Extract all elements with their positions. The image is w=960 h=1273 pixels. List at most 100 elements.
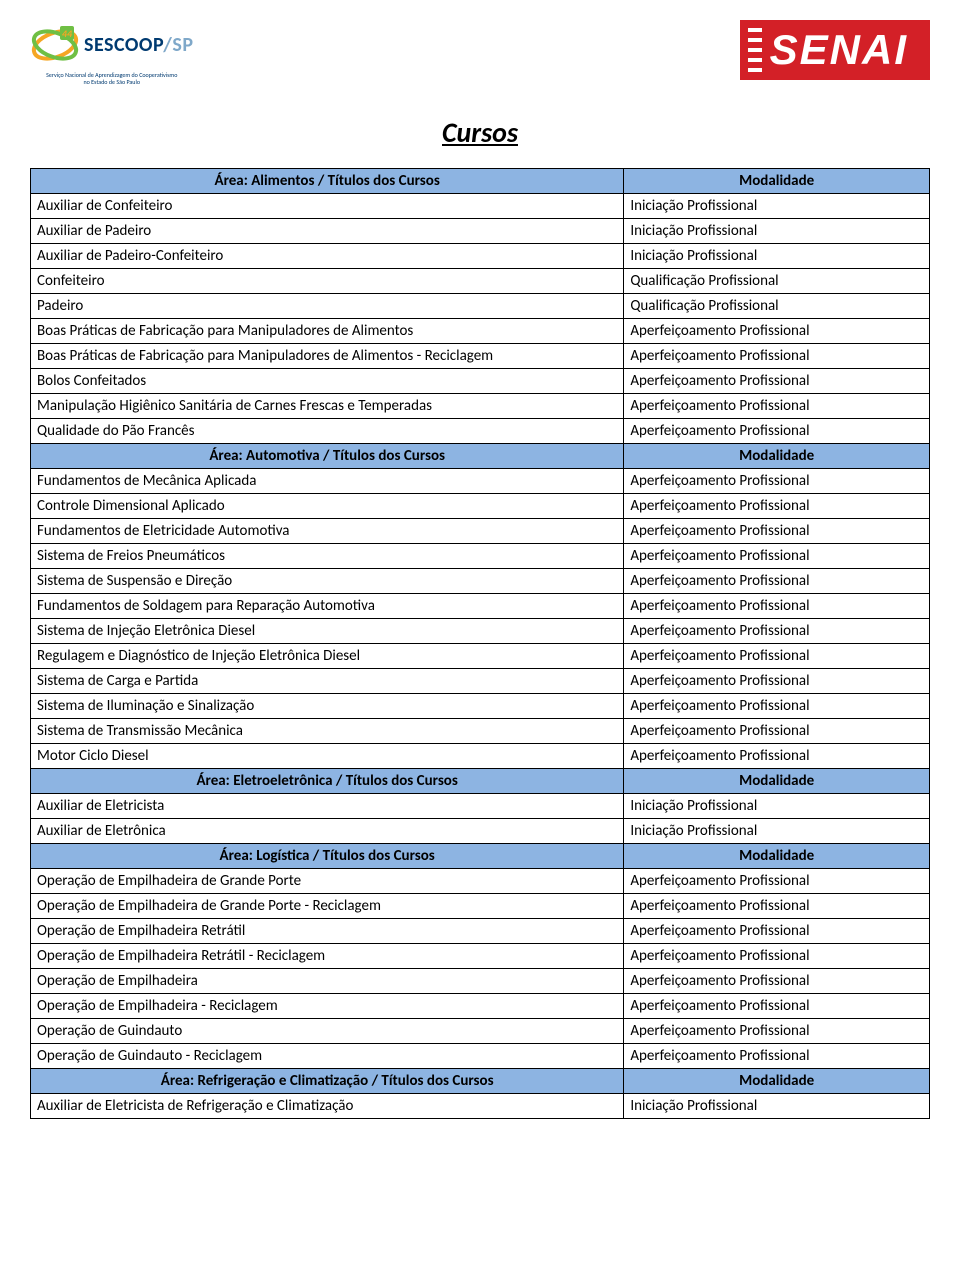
table-row: Operação de Empilhadeira RetrátilAperfei… — [31, 919, 930, 944]
course-name-cell: Operação de Empilhadeira - Reciclagem — [31, 994, 624, 1019]
course-modalidade-cell: Aperfeiçoamento Profissional — [624, 394, 930, 419]
course-modalidade-cell: Aperfeiçoamento Profissional — [624, 919, 930, 944]
section-header-row: Área: Alimentos / Títulos dos CursosModa… — [31, 169, 930, 194]
table-row: Auxiliar de Eletricista de Refrigeração … — [31, 1094, 930, 1119]
section-area-cell: Área: Automotiva / Títulos dos Cursos — [31, 444, 624, 469]
course-name-cell: Controle Dimensional Aplicado — [31, 494, 624, 519]
page-title: Cursos — [30, 115, 930, 150]
course-name-cell: Operação de Empilhadeira — [31, 969, 624, 994]
sescoop-tagline: Serviço Nacional de Aprendizagem do Coop… — [46, 72, 177, 85]
course-modalidade-cell: Aperfeiçoamento Profissional — [624, 644, 930, 669]
section-header-row: Área: Automotiva / Títulos dos CursosMod… — [31, 444, 930, 469]
course-modalidade-cell: Aperfeiçoamento Profissional — [624, 1019, 930, 1044]
table-row: Boas Práticas de Fabricação para Manipul… — [31, 344, 930, 369]
course-name-cell: Sistema de Freios Pneumáticos — [31, 544, 624, 569]
table-row: Bolos ConfeitadosAperfeiçoamento Profiss… — [31, 369, 930, 394]
course-name-cell: Sistema de Carga e Partida — [31, 669, 624, 694]
table-row: Controle Dimensional AplicadoAperfeiçoam… — [31, 494, 930, 519]
course-modalidade-cell: Aperfeiçoamento Profissional — [624, 669, 930, 694]
course-name-cell: Sistema de Transmissão Mecânica — [31, 719, 624, 744]
section-header-row: Área: Logística / Títulos dos CursosModa… — [31, 844, 930, 869]
course-name-cell: Auxiliar de Eletricista — [31, 794, 624, 819]
course-name-cell: Fundamentos de Mecânica Aplicada — [31, 469, 624, 494]
section-area-cell: Área: Alimentos / Títulos dos Cursos — [31, 169, 624, 194]
table-row: Auxiliar de ConfeiteiroIniciação Profiss… — [31, 194, 930, 219]
course-modalidade-cell: Aperfeiçoamento Profissional — [624, 719, 930, 744]
course-modalidade-cell: Aperfeiçoamento Profissional — [624, 519, 930, 544]
course-name-cell: Qualidade do Pão Francês — [31, 419, 624, 444]
table-row: Auxiliar de Padeiro-ConfeiteiroIniciação… — [31, 244, 930, 269]
course-modalidade-cell: Aperfeiçoamento Profissional — [624, 319, 930, 344]
table-row: Qualidade do Pão FrancêsAperfeiçoamento … — [31, 419, 930, 444]
course-modalidade-cell: Iniciação Profissional — [624, 794, 930, 819]
course-modalidade-cell: Qualificação Profissional — [624, 294, 930, 319]
table-row: Operação de Guindauto - ReciclagemAperfe… — [31, 1044, 930, 1069]
course-name-cell: Auxiliar de Padeiro-Confeiteiro — [31, 244, 624, 269]
course-modalidade-cell: Aperfeiçoamento Profissional — [624, 894, 930, 919]
senai-stripes-icon — [748, 28, 762, 72]
table-row: Sistema de Injeção Eletrônica DieselAper… — [31, 619, 930, 644]
table-row: Motor Ciclo DieselAperfeiçoamento Profis… — [31, 744, 930, 769]
table-row: Regulagem e Diagnóstico de Injeção Eletr… — [31, 644, 930, 669]
course-name-cell: Manipulação Higiênico Sanitária de Carne… — [31, 394, 624, 419]
course-name-cell: Auxiliar de Padeiro — [31, 219, 624, 244]
course-name-cell: Boas Práticas de Fabricação para Manipul… — [31, 344, 624, 369]
course-name-cell: Operação de Empilhadeira Retrátil - Reci… — [31, 944, 624, 969]
course-name-cell: Confeiteiro — [31, 269, 624, 294]
course-modalidade-cell: Aperfeiçoamento Profissional — [624, 994, 930, 1019]
course-modalidade-cell: Aperfeiçoamento Profissional — [624, 1044, 930, 1069]
table-row: ConfeiteiroQualificação Profissional — [31, 269, 930, 294]
table-row: Sistema de Iluminação e SinalizaçãoAperf… — [31, 694, 930, 719]
course-modalidade-cell: Aperfeiçoamento Profissional — [624, 419, 930, 444]
sescoop-swirl-icon: 44 — [30, 20, 80, 70]
table-row: Auxiliar de PadeiroIniciação Profissiona… — [31, 219, 930, 244]
section-area-cell: Área: Eletroeletrônica / Títulos dos Cur… — [31, 769, 624, 794]
course-name-cell: Operação de Empilhadeira Retrátil — [31, 919, 624, 944]
section-modalidade-cell: Modalidade — [624, 444, 930, 469]
course-name-cell: Sistema de Iluminação e Sinalização — [31, 694, 624, 719]
courses-table: Área: Alimentos / Títulos dos CursosModa… — [30, 168, 930, 1119]
table-row: Boas Práticas de Fabricação para Manipul… — [31, 319, 930, 344]
svg-text:44: 44 — [62, 27, 73, 40]
course-modalidade-cell: Aperfeiçoamento Profissional — [624, 944, 930, 969]
section-header-row: Área: Refrigeração e Climatização / Títu… — [31, 1069, 930, 1094]
course-modalidade-cell: Aperfeiçoamento Profissional — [624, 369, 930, 394]
table-row: Sistema de Carga e PartidaAperfeiçoament… — [31, 669, 930, 694]
section-area-cell: Área: Logística / Títulos dos Cursos — [31, 844, 624, 869]
course-name-cell: Operação de Guindauto - Reciclagem — [31, 1044, 624, 1069]
course-modalidade-cell: Qualificação Profissional — [624, 269, 930, 294]
course-modalidade-cell: Aperfeiçoamento Profissional — [624, 344, 930, 369]
course-name-cell: Auxiliar de Eletrônica — [31, 819, 624, 844]
table-row: Auxiliar de EletricistaIniciação Profiss… — [31, 794, 930, 819]
table-row: Operação de EmpilhadeiraAperfeiçoamento … — [31, 969, 930, 994]
course-name-cell: Padeiro — [31, 294, 624, 319]
table-row: Fundamentos de Mecânica AplicadaAperfeiç… — [31, 469, 930, 494]
course-modalidade-cell: Aperfeiçoamento Profissional — [624, 694, 930, 719]
course-name-cell: Fundamentos de Soldagem para Reparação A… — [31, 594, 624, 619]
table-row: Fundamentos de Soldagem para Reparação A… — [31, 594, 930, 619]
section-modalidade-cell: Modalidade — [624, 844, 930, 869]
table-row: Manipulação Higiênico Sanitária de Carne… — [31, 394, 930, 419]
table-row: Fundamentos de Eletricidade AutomotivaAp… — [31, 519, 930, 544]
course-modalidade-cell: Iniciação Profissional — [624, 244, 930, 269]
table-row: Operação de GuindautoAperfeiçoamento Pro… — [31, 1019, 930, 1044]
course-name-cell: Operação de Empilhadeira de Grande Porte — [31, 869, 624, 894]
section-header-row: Área: Eletroeletrônica / Títulos dos Cur… — [31, 769, 930, 794]
table-row: PadeiroQualificação Profissional — [31, 294, 930, 319]
course-name-cell: Boas Práticas de Fabricação para Manipul… — [31, 319, 624, 344]
course-modalidade-cell: Aperfeiçoamento Profissional — [624, 869, 930, 894]
section-modalidade-cell: Modalidade — [624, 169, 930, 194]
course-modalidade-cell: Aperfeiçoamento Profissional — [624, 619, 930, 644]
section-area-cell: Área: Refrigeração e Climatização / Títu… — [31, 1069, 624, 1094]
section-modalidade-cell: Modalidade — [624, 769, 930, 794]
page-header: 44 SESCOOP/SP Serviço Nacional de Aprend… — [30, 20, 930, 85]
course-modalidade-cell: Iniciação Profissional — [624, 1094, 930, 1119]
course-modalidade-cell: Aperfeiçoamento Profissional — [624, 969, 930, 994]
table-row: Auxiliar de EletrônicaIniciação Profissi… — [31, 819, 930, 844]
course-name-cell: Auxiliar de Eletricista de Refrigeração … — [31, 1094, 624, 1119]
table-row: Operação de Empilhadeira - ReciclagemApe… — [31, 994, 930, 1019]
course-name-cell: Operação de Empilhadeira de Grande Porte… — [31, 894, 624, 919]
course-modalidade-cell: Aperfeiçoamento Profissional — [624, 544, 930, 569]
course-modalidade-cell: Iniciação Profissional — [624, 219, 930, 244]
course-name-cell: Fundamentos de Eletricidade Automotiva — [31, 519, 624, 544]
